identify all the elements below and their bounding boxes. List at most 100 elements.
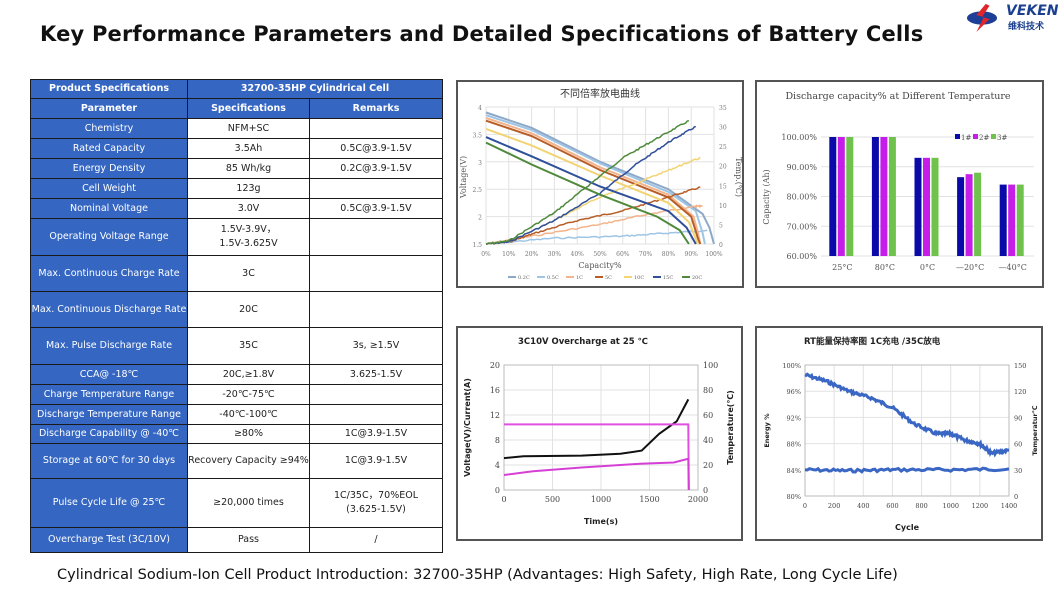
x-axis-label: Time(s) [584,517,618,526]
remark-cell: 3.625-1.5V [309,364,443,385]
y2-tick-label: 90 [1014,414,1022,422]
remark-cell: 1C@3.9-1.5V [309,424,443,444]
voltage-curve-10C [485,127,699,245]
y-tick-label: 3 [478,160,482,167]
legend-label: 0.5C [547,275,559,281]
y-axis-label: Voltage(V)/Current(A) [463,378,472,477]
table-row: Energy Density 85 Wh/kg 0.2C@3.9-1.5V [30,158,443,179]
table-row: Max. Continuous Discharge Rate 20C [30,291,443,328]
y2-tick-label: 0 [703,486,708,495]
cycle-life-chart: RT能量保持率图 1C充电 /35C放电 80% 84% 88% 92% 96% 100% 0… [755,326,1043,541]
x-tick-label: 600 [886,502,898,510]
remark-cell [309,118,443,139]
legend-label: 0.2C [518,275,530,281]
y-tick-label: 20 [490,361,500,370]
x-tick-label: 40% [571,251,585,258]
x-tick-label: 10% [502,251,516,258]
spec-cell: 35C [187,327,310,365]
legend-label: 2# [979,134,989,142]
y2-tick-label: 20 [703,461,713,470]
series-line-0 [804,372,1010,458]
remark-cell: 0.2C@3.9-1.5V [309,158,443,179]
x-tick-label: —20°C [956,263,984,272]
remark-cell: 0.5C@3.9-1.5V [309,198,443,219]
x-tick-label: 25°C [832,263,852,272]
y-tick-label: 70.00% [786,222,817,231]
remark-cell: 0.5C@3.9-1.5V [309,138,443,159]
spec-cell: Recovery Capacity ≥94% [187,443,310,479]
y2-tick-label: 0 [719,242,723,249]
overcharge-chart: 3C10V Overcharge at 25 ℃ 0 4 8 12 16 20 0 20 40 60… [456,326,743,541]
x-axis-label: Cycle [895,523,920,532]
x-tick-label: 2000 [688,495,708,504]
plot-area [804,364,1010,497]
series-line-0 [503,398,690,460]
voltage-curve-20C [485,141,690,245]
temperature-curve-20C [485,119,690,245]
y-tick-label: 96% [787,388,801,396]
x-tick-label: 0 [501,495,506,504]
parameter-cell: Nominal Voltage [30,198,188,219]
table-row: Discharge Capability @ -40℃ ≥80% 1C@3.9-1.… [30,424,443,444]
legend-label: 5C [605,275,612,281]
y2-tick-label: 25 [719,144,727,151]
table-title-right: 32700-35HP Cylindrical Cell [187,79,443,99]
table-row: Pulse Cycle Life @ 25℃ ≥20,000 times 1C/35… [30,478,443,528]
bar-3#-4 [1016,184,1024,256]
bar-2#-3 [965,174,973,256]
bar-1#-4 [999,184,1007,256]
table-row: Storage at 60℃ for 30 days Recovery Capac… [30,443,443,479]
y2-tick-label: 120 [1014,388,1026,396]
y-axis-label: Voltage(V) [459,156,468,199]
x-tick-label: 30% [548,251,562,258]
y-axis-label: Energy % [763,413,771,448]
table-row: Discharge Temperature Range -40℃-100℃ [30,404,443,425]
parameter-cell: Operating Voltage Range [30,218,188,256]
logo-subtext: 维科技术 [1008,22,1045,32]
parameter-cell: Discharge Capability @ -40℃ [30,424,188,444]
y2-tick-label: 40 [703,436,713,445]
x-tick-label: 400 [857,502,869,510]
x-tick-label: 100% [705,251,722,258]
bar-3#-3 [974,172,982,256]
legend-swatch [973,134,978,139]
temperature-capacity-chart: Discharge capacity% at Different Tempera… [755,80,1044,288]
chart-title: Discharge capacity% at Different Tempera… [785,91,1010,102]
table-row: Max. Continuous Charge Rate 3C [30,255,443,292]
y-tick-label: 60.00% [786,252,817,261]
x-tick-label: 0 [803,502,807,510]
y2-tick-label: 10 [719,203,727,210]
plot-area [503,364,699,491]
chart-title: 不同倍率放电曲线 [560,87,640,100]
table-row: Overcharge Test (3C/10V) Pass / [30,527,443,553]
spec-cell: 3.0V [187,198,310,219]
spec-cell: 3.5Ah [187,138,310,159]
remark-cell: 1C/35C，70%EOL (3.625-1.5V) [309,478,443,528]
y2-tick-label: 60 [1014,441,1022,449]
x-tick-label: 50% [593,251,607,258]
voltage-curve-0.5C [485,114,706,245]
legend-label: 3# [997,134,1007,142]
series-line-1 [504,423,690,491]
spec-cell: 1.5V-3.9V， 1.5V-3.625V [187,218,310,256]
x-tick-label: 60% [616,251,630,258]
y2-tick-label: 100 [703,361,718,370]
bar-2#-0 [837,137,845,256]
remark-cell: / [309,527,443,553]
y2-axis-label: Temperature(℃) [726,390,735,465]
parameter-cell: Rated Capacity [30,138,188,159]
x-tick-label: 800 [915,502,927,510]
y2-tick-label: 60 [703,411,713,420]
spec-cell: NFM+SC [187,118,310,139]
y2-tick-label: 30 [719,125,727,132]
table-row: Operating Voltage Range 1.5V-3.9V， 1.5V-3… [30,218,443,256]
logo-icon [966,3,998,33]
x-tick-label: 0°C [920,263,935,272]
remark-cell: 3s, ≥1.5V [309,327,443,365]
bar-2#-2 [923,157,930,256]
x-tick-label: 500 [545,495,560,504]
remark-cell [309,404,443,425]
x-tick-label: 200 [828,502,840,510]
y-tick-label: 3.5 [472,132,482,139]
y-tick-label: 8 [495,436,500,445]
